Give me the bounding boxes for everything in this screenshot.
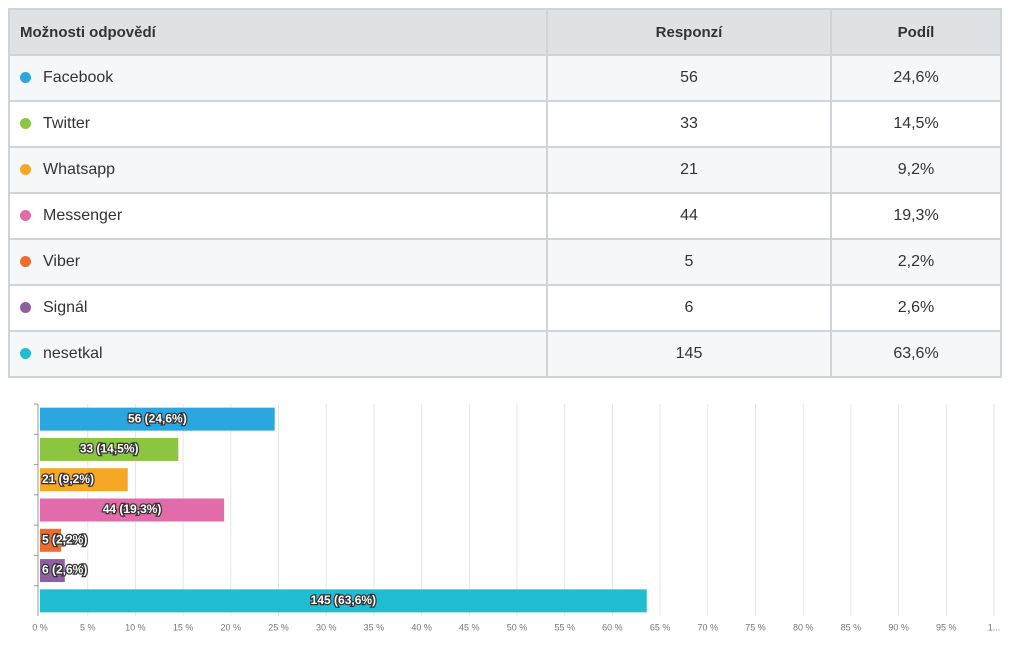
share-cell: 2,2% <box>830 238 1002 286</box>
color-dot <box>20 164 31 176</box>
x-tick-label: 10 % <box>125 622 146 632</box>
data-label: 145 (63,6%) <box>311 593 376 607</box>
data-label: 21 (9,2%) <box>42 472 94 486</box>
table-row: Facebook 56 24,6% <box>8 54 1002 102</box>
option-cell: Facebook <box>8 54 548 102</box>
x-tick-label: 15 % <box>173 622 194 632</box>
option-cell: Twitter <box>8 100 548 148</box>
table-row: Viber 5 2,2% <box>8 238 1002 286</box>
share-cell: 9,2% <box>830 146 1002 194</box>
x-tick-label: 60 % <box>602 622 623 632</box>
count-cell: 5 <box>546 238 832 286</box>
option-label: Twitter <box>43 115 91 132</box>
bar <box>40 407 275 431</box>
table-row: Whatsapp 21 9,2% <box>8 146 1002 194</box>
x-tick-label: 90 % <box>888 622 909 632</box>
option-label: nesetkal <box>43 345 103 362</box>
share-cell: 14,5% <box>830 100 1002 148</box>
count-cell: 44 <box>546 192 832 240</box>
data-label: 5 (2,2%) <box>42 532 87 546</box>
results-table: Možnosti odpovědí Responzí Podíl Faceboo… <box>8 8 1002 378</box>
x-tick-label: 20 % <box>221 622 242 632</box>
table-row: Signál 6 2,6% <box>8 284 1002 332</box>
bar <box>40 589 647 613</box>
count-cell: 145 <box>546 330 832 378</box>
option-cell: Signál <box>8 284 548 332</box>
bar-chart: 0 % 5 % 10 % 15 % 20 % 25 % 30 % 35 % 40 % 45 % 50… <box>32 403 1001 632</box>
option-label: Whatsapp <box>43 161 116 178</box>
x-tick-label: 75 % <box>745 622 766 632</box>
data-label: 33 (14,5%) <box>80 442 139 456</box>
count-cell: 21 <box>546 146 832 194</box>
bar <box>40 498 225 522</box>
x-tick-label: 95 % <box>936 622 957 632</box>
count-cell: 33 <box>546 100 832 148</box>
color-dot <box>20 118 31 130</box>
header-cell: Responzí <box>546 8 832 56</box>
share-cell: 2,6% <box>830 284 1002 332</box>
x-tick-label: 35 % <box>364 622 385 632</box>
color-dot <box>20 210 31 222</box>
color-dot <box>20 348 31 360</box>
count-cell: 6 <box>546 284 832 332</box>
bar <box>40 468 128 492</box>
x-tick-label: 70 % <box>698 622 719 632</box>
header-row: Možnosti odpovědí Responzí Podíl <box>8 8 1002 56</box>
option-cell: Messenger <box>8 192 548 240</box>
bar <box>40 528 61 552</box>
option-label: Messenger <box>43 207 123 224</box>
x-tick-label: 40 % <box>411 622 432 632</box>
data-label: 56 (24,6%) <box>128 411 187 425</box>
color-dot <box>20 256 31 268</box>
share-cell: 63,6% <box>830 330 1002 378</box>
x-tick-label: 1... <box>988 622 1001 632</box>
table-row: Messenger 44 19,3% <box>8 192 1002 240</box>
x-tick-label: 30 % <box>316 622 337 632</box>
share-cell: 19,3% <box>830 192 1002 240</box>
data-label: 44 (19,3%) <box>103 502 162 516</box>
option-cell: nesetkal <box>8 330 548 378</box>
results: Možnosti odpovědí Responzí Podíl Faceboo… <box>8 8 1002 378</box>
header-cell: Podíl <box>830 8 1002 56</box>
x-tick-label: 45 % <box>459 622 480 632</box>
color-dot <box>20 72 31 84</box>
option-cell: Viber <box>8 238 548 286</box>
color-dot <box>20 302 31 314</box>
data-label: 6 (2,6%) <box>42 563 87 577</box>
bar <box>40 559 65 583</box>
bar <box>40 437 179 461</box>
x-tick-label: 80 % <box>793 622 814 632</box>
header-cell: Možnosti odpovědí <box>8 8 548 56</box>
table-row: nesetkal 145 63,6% <box>8 330 1002 378</box>
table-row: Twitter 33 14,5% <box>8 100 1002 148</box>
option-cell: Whatsapp <box>8 146 548 194</box>
share-cell: 24,6% <box>830 54 1002 102</box>
option-label: Viber <box>43 253 81 270</box>
x-tick-label: 0 % <box>32 622 48 632</box>
option-label: Facebook <box>43 69 114 86</box>
x-tick-label: 5 % <box>80 622 96 632</box>
x-tick-label: 25 % <box>268 622 289 632</box>
x-tick-label: 50 % <box>507 622 528 632</box>
count-cell: 56 <box>546 54 832 102</box>
x-tick-label: 85 % <box>841 622 862 632</box>
option-label: Signál <box>43 299 88 316</box>
x-tick-label: 65 % <box>650 622 671 632</box>
x-tick-label: 55 % <box>554 622 575 632</box>
